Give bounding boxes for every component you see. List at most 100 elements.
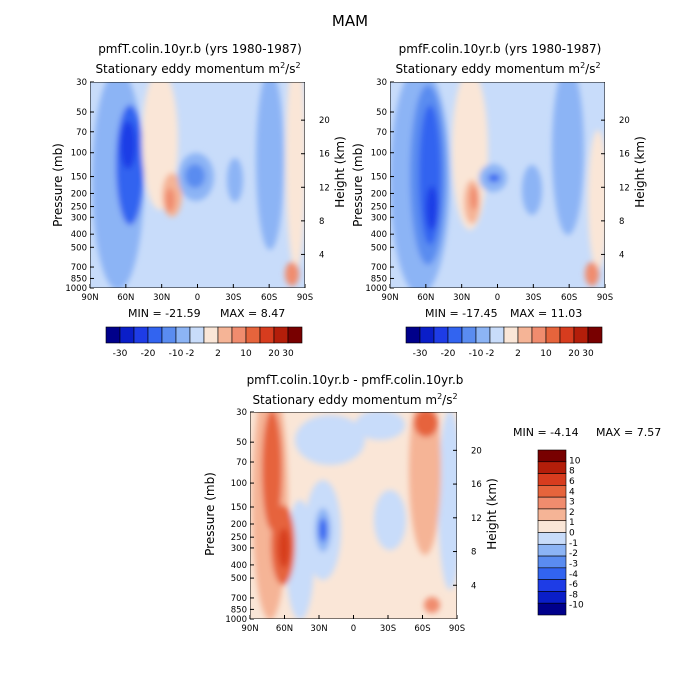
panel-2-y-axis-right: 20 16 12 8 4: [601, 116, 630, 260]
y-tick-right-label: 16: [319, 150, 330, 160]
colorbar-swatch: [489, 326, 505, 344]
x-tick-label: 0: [351, 624, 356, 634]
panel-2-subtitle: Stationary eddy momentum m2/s2: [395, 61, 600, 76]
colorbar-swatch: [405, 326, 421, 344]
colorbar-label: 4: [569, 487, 575, 497]
colorbar-swatch: [537, 543, 567, 557]
panel-2-ylabel: Pressure (mb): [351, 143, 365, 227]
y-tick-right-label: 4: [471, 581, 476, 591]
panel-2-field: [390, 82, 605, 288]
colorbar-swatch: [537, 485, 567, 498]
x-tick-label: 90N: [81, 293, 98, 303]
panel-2-colorbar: -30 -20 -10 -2 2 10 20 30: [405, 326, 603, 359]
panel-3: pmfT.colin.10yr.b - pmfF.colin.10yr.b St…: [203, 373, 661, 634]
y-tick-label: 250: [71, 203, 87, 213]
colorbar-label: -20: [141, 349, 156, 359]
panel-3-min: MIN = -4.14: [513, 426, 579, 439]
panel-1-ylabel-right: Height (km): [333, 136, 347, 207]
colorbar-swatch: [517, 326, 533, 344]
y-tick-label: 200: [231, 520, 247, 530]
y-tick-right-label: 12: [471, 514, 482, 524]
y-tick-label: 250: [371, 203, 387, 213]
x-tick-label: 90S: [597, 293, 613, 303]
colorbar-swatch: [537, 520, 567, 533]
y-tick-right-label: 8: [471, 548, 476, 558]
panel-1-min: MIN = -21.59: [128, 307, 201, 320]
panel-1-title: pmfT.colin.10yr.b (yrs 1980-1987): [98, 42, 302, 56]
y-tick-label: 300: [371, 213, 387, 223]
colorbar-label: -20: [441, 349, 456, 359]
panel-1-y-axis-right: 20 16 12 8 4: [301, 116, 330, 260]
colorbar-swatch: [287, 326, 303, 344]
panel-1: pmfT.colin.10yr.b (yrs 1980-1987) Statio…: [51, 42, 347, 359]
colorbar-label: -2: [569, 549, 578, 559]
colorbar-label: -30: [413, 349, 428, 359]
colorbar-swatch: [475, 326, 491, 344]
y-tick-label: 850: [231, 605, 247, 615]
colorbar-swatch: [147, 326, 163, 344]
panel-1-colorbar: -30 -20 -10 -2 2 10 20 30: [105, 326, 303, 359]
colorbar-swatch: [531, 326, 547, 344]
x-tick-label: 30S: [380, 624, 396, 634]
colorbar-label: 8: [569, 467, 575, 477]
y-tick-label: 70: [76, 128, 87, 138]
y-tick-right-label: 4: [319, 250, 324, 260]
colorbar-swatch: [537, 532, 567, 545]
panel-2-ylabel-right: Height (km): [633, 136, 647, 207]
y-tick-label: 150: [231, 503, 247, 513]
colorbar-swatch: [537, 473, 567, 486]
y-tick-label: 70: [236, 458, 247, 468]
y-tick-label: 200: [371, 189, 387, 199]
y-tick-label: 500: [71, 243, 87, 253]
x-tick-label: 30N: [453, 293, 470, 303]
colorbar-label: -1: [569, 539, 578, 549]
figure-title: MAM: [332, 12, 368, 30]
y-tick-label: 700: [371, 263, 387, 273]
colorbar-label: 0: [569, 529, 575, 539]
panel-1-subtitle: Stationary eddy momentum m2/s2: [95, 61, 300, 76]
colorbar-swatch: [105, 326, 121, 344]
colorbar-swatch: [545, 326, 561, 344]
colorbar-swatch: [119, 326, 135, 344]
x-tick-label: 60N: [276, 624, 293, 634]
x-tick-label: 90N: [241, 624, 258, 634]
y-tick-right-label: 12: [619, 183, 630, 193]
colorbar-label: -10: [469, 349, 484, 359]
colorbar-label: 30: [582, 349, 594, 359]
y-tick-right-label: 4: [619, 250, 624, 260]
panel-2: pmfF.colin.10yr.b (yrs 1980-1987) Statio…: [351, 42, 647, 359]
y-tick-label: 150: [71, 173, 87, 183]
y-tick-label: 70: [376, 128, 387, 138]
y-tick-label: 500: [371, 243, 387, 253]
y-tick-label: 400: [371, 230, 387, 240]
y-tick-label: 50: [76, 108, 87, 118]
panel-2-min: MIN = -17.45: [425, 307, 498, 320]
x-tick-label: 90S: [297, 293, 313, 303]
colorbar-label: -8: [569, 590, 578, 600]
y-tick-label: 700: [71, 263, 87, 273]
y-tick-right-label: 16: [619, 150, 630, 160]
colorbar-swatch: [537, 567, 567, 580]
x-tick-label: 60N: [117, 293, 134, 303]
colorbar-swatch: [273, 326, 289, 344]
colorbar-label: 20: [568, 349, 580, 359]
x-tick-label: 30N: [153, 293, 170, 303]
y-tick-label: 1000: [365, 284, 387, 294]
colorbar-label: 30: [282, 349, 294, 359]
x-tick-label: 0: [195, 293, 200, 303]
colorbar-swatch: [537, 579, 567, 592]
panel-3-ylabel: Pressure (mb): [203, 472, 217, 556]
y-tick-label: 500: [231, 574, 247, 584]
colorbar-swatch: [573, 326, 589, 344]
colorbar-label: 6: [569, 477, 575, 487]
x-tick-label: 30N: [310, 624, 327, 634]
y-tick-label: 200: [71, 189, 87, 199]
colorbar-swatch: [537, 449, 567, 463]
y-tick-label: 1000: [225, 615, 247, 625]
colorbar-swatch: [259, 326, 275, 344]
colorbar-label: 10: [569, 456, 581, 466]
y-tick-label: 850: [371, 274, 387, 284]
